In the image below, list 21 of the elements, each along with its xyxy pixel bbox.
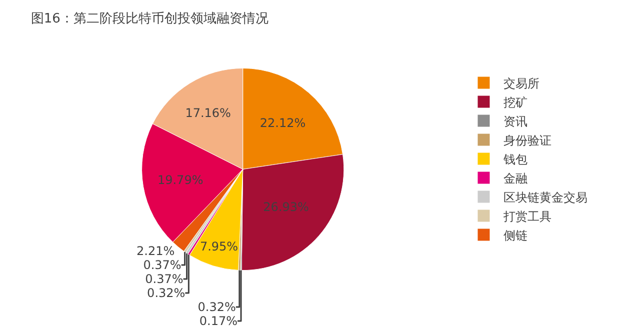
data-label: 2.21% <box>136 244 175 258</box>
data-label: 17.16% <box>185 106 231 120</box>
legend-label: 侧链 <box>504 228 528 242</box>
legend-label: 挖矿 <box>504 95 528 110</box>
data-label: 26.93% <box>263 200 309 214</box>
data-label: 22.12% <box>260 116 306 130</box>
legend-label: 金融 <box>504 171 528 186</box>
data-label: 0.32% <box>198 300 236 314</box>
legend-label: 钱包 <box>502 152 528 166</box>
data-label: 0.17% <box>199 314 238 328</box>
data-label: 7.95% <box>200 239 238 254</box>
legend-label: 打赏工具 <box>502 209 552 224</box>
legend-label: 身份验证 <box>504 133 552 148</box>
chart-title: 图16：第二阶段比特币创投领域融资情况 <box>30 11 268 26</box>
data-label: 0.32% <box>147 286 186 300</box>
legend-label: 区块链黄金交易 <box>504 190 588 204</box>
data-label: 0.37% <box>143 258 182 272</box>
data-label: 19.79% <box>157 172 204 187</box>
data-label: 0.37% <box>145 272 184 286</box>
legend-label: 资讯 <box>504 114 528 128</box>
legend-label: 交易所 <box>504 76 540 90</box>
